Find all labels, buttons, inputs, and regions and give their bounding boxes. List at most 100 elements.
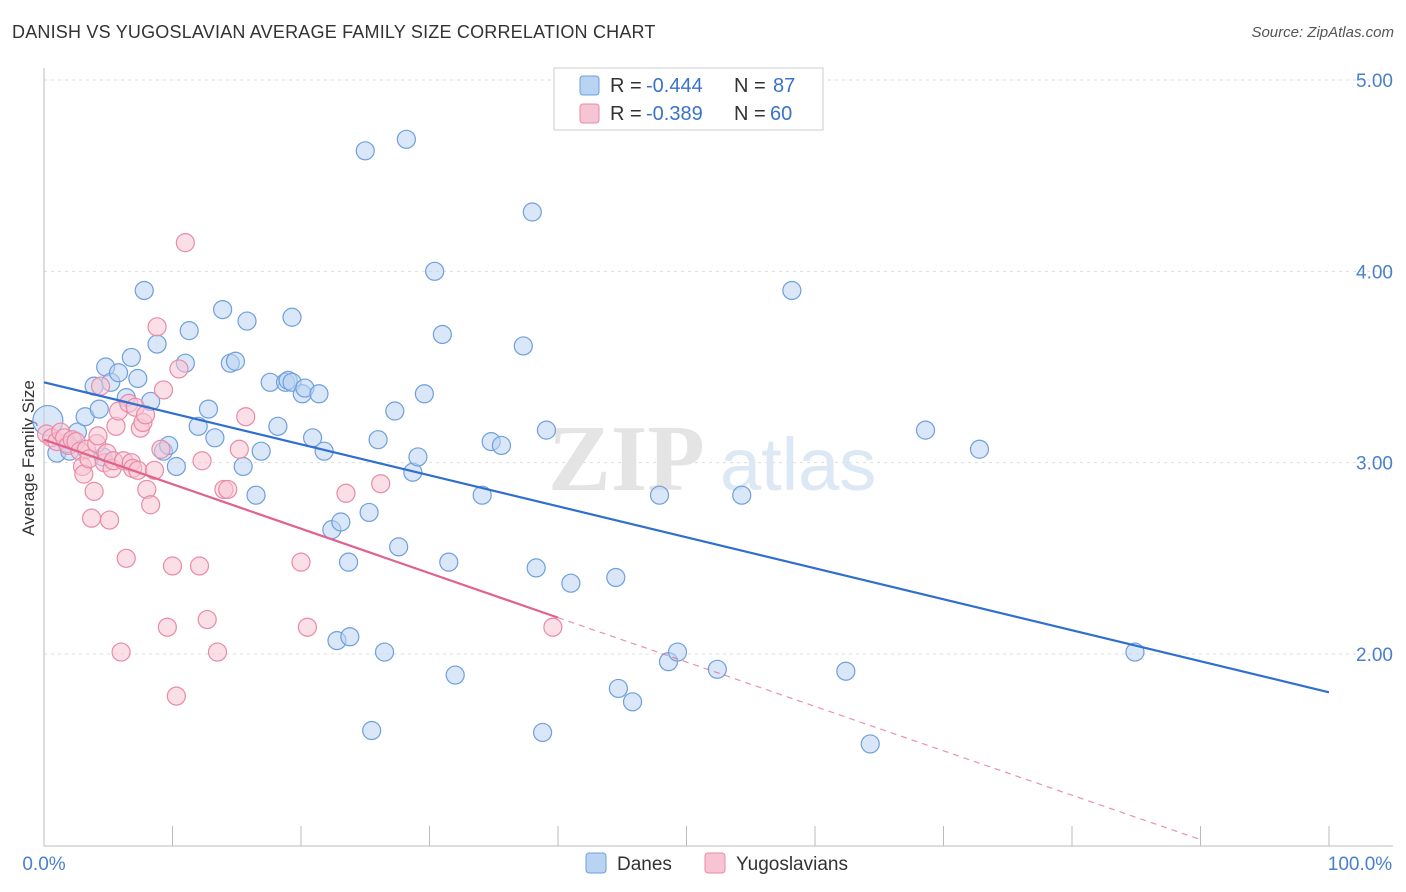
danes-point-66: [513, 336, 533, 356]
yugoslavians-point-46: [175, 233, 195, 253]
danes-point-71: [561, 573, 581, 593]
danes-point-50: [362, 720, 382, 741]
danes-point-53: [385, 401, 405, 421]
trend-line-danes: [43, 381, 1330, 694]
danes-point-77: [667, 642, 688, 662]
yugoslavians-point-41: [153, 380, 174, 400]
danes-point-47: [340, 627, 360, 647]
danes-point-80: [782, 280, 802, 301]
yugoslavians-point-17: [90, 376, 111, 396]
danes-point-21: [179, 321, 199, 341]
yugoslavians-point-58: [371, 474, 391, 494]
legend-danes-n-value: 87: [773, 75, 795, 97]
y-axis-tick-labels: 2.00 3.00 4.00 5.00: [1356, 71, 1393, 666]
yugoslavians-point-47: [189, 556, 210, 576]
danes-point-16: [147, 334, 167, 354]
danes-point-29: [237, 311, 257, 331]
stats-legend: R = -0.444 N = 87 R = -0.389 N = 60: [553, 67, 824, 131]
danes-point-12: [121, 347, 141, 368]
bottom-legend-swatch-yugoslavians: [704, 852, 726, 874]
series-legend: Danes Yugoslavians: [585, 852, 848, 875]
yugoslavians-point-48: [192, 451, 212, 471]
yugoslavians-point-50: [207, 642, 228, 662]
danes-point-61: [439, 552, 459, 572]
yugoslavians-point-16: [88, 426, 108, 446]
yugoslavians-point-42: [157, 617, 177, 637]
danes-point-65: [491, 435, 512, 456]
yugoslavians-point-27: [116, 548, 136, 568]
yugoslavians-point-57: [336, 483, 356, 503]
danes-point-41: [309, 384, 329, 404]
yugoslavians-point-45: [169, 359, 189, 379]
trend-line-yugoslavians-extension: [557, 617, 1201, 841]
danes-point-58: [414, 384, 434, 404]
legend-danes-r-label: R =: [610, 75, 642, 97]
danes-point-19: [166, 456, 186, 477]
danes-point-60: [432, 324, 452, 345]
danes-point-70: [536, 420, 557, 440]
y-axis-label: Average Family Size: [19, 380, 38, 536]
danes-point-63: [472, 485, 492, 505]
yugoslavians-point-54: [236, 407, 256, 427]
y-tick-label-0: 2.00: [1356, 645, 1393, 666]
danes-point-57: [408, 447, 428, 467]
yugoslavians-point-38: [144, 460, 165, 480]
danes-point-79: [732, 485, 752, 505]
yugoslavians-point-44: [166, 686, 186, 706]
danes-point-74: [622, 692, 643, 712]
x-tick-label-min: 0.0%: [22, 854, 65, 875]
danes-point-33: [268, 416, 288, 436]
danes-point-78: [707, 659, 727, 679]
danes-point-54: [389, 537, 409, 557]
chart-title: DANISH VS YUGOSLAVIAN AVERAGE FAMILY SIZ…: [12, 22, 656, 42]
danes-point-30: [246, 485, 266, 505]
yugoslavians-point-52: [218, 479, 238, 500]
legend-swatch-yugoslavians: [579, 103, 600, 124]
legend-yugo-n-label: N =: [734, 103, 766, 125]
bottom-legend-swatch-danes: [585, 852, 607, 874]
yugoslavians-point-13: [81, 508, 102, 528]
yugoslavians-point-53: [229, 439, 249, 459]
series-yugoslavians-points: [36, 233, 563, 706]
danes-point-23: [198, 399, 219, 419]
trend-lines: [43, 381, 1330, 841]
y-tick-label-1: 3.00: [1356, 454, 1393, 475]
yugoslavians-point-37: [141, 495, 161, 515]
danes-point-14: [134, 280, 154, 301]
danes-point-48: [355, 141, 375, 161]
danes-point-51: [368, 430, 388, 450]
danes-point-13: [128, 368, 148, 389]
danes-point-22: [188, 416, 208, 436]
danes-point-72: [606, 567, 626, 588]
legend-yugo-r-label: R =: [610, 103, 642, 125]
danes-point-68: [526, 558, 546, 578]
yugoslavians-point-49: [197, 609, 217, 630]
legend-danes-r-value: -0.444: [646, 75, 703, 97]
danes-point-73: [608, 678, 628, 699]
watermark-zip: ZIP: [548, 407, 705, 511]
yugoslavians-point-40: [151, 439, 171, 459]
yugoslavians-point-14: [84, 481, 104, 501]
danes-point-28: [233, 456, 253, 477]
danes-point-84: [969, 439, 990, 459]
legend-swatch-danes: [579, 75, 600, 96]
danes-point-49: [359, 502, 379, 523]
trend-line-yugoslavians: [43, 438, 559, 619]
yugoslavians-point-43: [162, 556, 183, 576]
source-credit: Source: ZipAtlas.com: [1251, 24, 1394, 41]
danes-point-75: [649, 485, 670, 505]
y-tick-label-3: 5.00: [1356, 71, 1393, 92]
danes-point-46: [338, 552, 359, 572]
danes-point-81: [836, 661, 856, 681]
danes-point-59: [425, 261, 445, 281]
danes-point-25: [213, 300, 233, 320]
danes-point-67: [522, 202, 542, 222]
x-tick-label-max: 100.0%: [1328, 854, 1393, 875]
x-axis-ticks: [172, 826, 1330, 846]
bottom-legend-label-yugoslavians: Yugoslavians: [736, 854, 848, 875]
danes-point-52: [374, 642, 395, 662]
yugoslavians-point-39: [147, 317, 167, 337]
danes-point-27: [225, 351, 246, 371]
y-tick-label-2: 4.00: [1356, 262, 1393, 283]
